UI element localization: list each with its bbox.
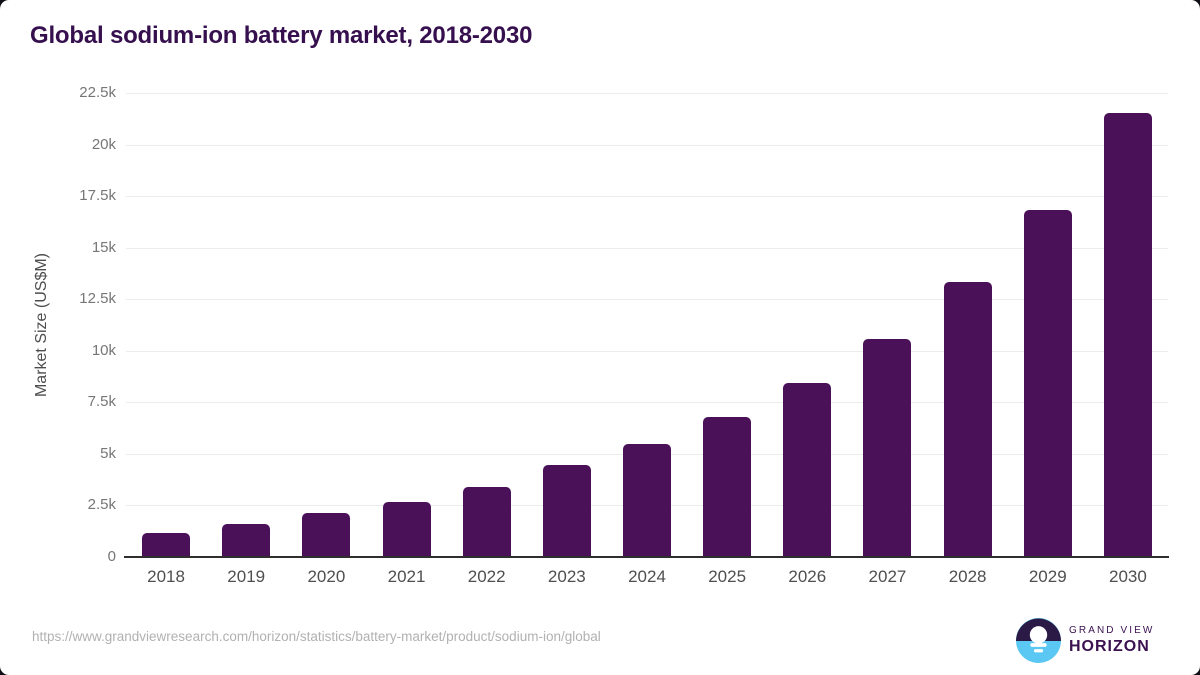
bar-2020[interactable] <box>302 512 351 557</box>
gridline-10k <box>126 351 1168 352</box>
gridline-20k <box>126 145 1168 146</box>
y-tick-label-0: 0 <box>107 548 116 565</box>
bar-2025[interactable] <box>703 416 752 557</box>
x-tick-label-2028: 2028 <box>948 567 987 586</box>
y-tick-label-17.5k: 17.5k <box>79 187 116 205</box>
y-axis-title: Market Size (US$M) <box>33 252 50 398</box>
logo-grand-view-label: GRAND VIEW <box>1069 625 1155 636</box>
bar-2023[interactable] <box>542 465 591 557</box>
gridline-7.5k <box>126 402 1168 403</box>
source-url: https://www.grandviewresearch.com/horizo… <box>32 629 601 644</box>
x-tick-label-2027: 2027 <box>868 567 907 586</box>
y-tick-label-22.5k: 22.5k <box>79 84 116 101</box>
y-tick-label-5k: 5k <box>100 444 116 462</box>
gridline-15k <box>126 248 1168 249</box>
page-title: Global sodium-ion battery market, 2018-2… <box>30 22 533 49</box>
gridline-17.5k <box>126 196 1168 197</box>
brand-logo: GRAND VIEW HORIZON <box>1016 618 1154 663</box>
x-tick-label-2029: 2029 <box>1028 567 1067 586</box>
y-tick-label-20k: 20k <box>91 135 116 153</box>
y-tick-label-15k: 15k <box>91 238 116 256</box>
y-tick-label-7.5k: 7.5k <box>87 393 116 411</box>
x-tick-label-2025: 2025 <box>708 567 747 586</box>
bar-2029[interactable] <box>1023 209 1072 557</box>
x-tick-label-2030: 2030 <box>1109 567 1147 586</box>
bar-2021[interactable] <box>382 502 431 557</box>
bar-2024[interactable] <box>623 443 671 557</box>
bar-2019[interactable] <box>222 524 271 557</box>
bar-2028[interactable] <box>943 281 992 557</box>
x-tick-label-2018: 2018 <box>147 567 185 586</box>
gridline-12.5k <box>126 299 1168 300</box>
bar-2022[interactable] <box>462 486 511 557</box>
x-axis-line <box>124 556 1169 558</box>
x-tick-label-2024: 2024 <box>628 567 666 586</box>
y-tick-label-10k: 10k <box>91 341 116 359</box>
bar-2018[interactable] <box>142 533 191 557</box>
bar-2030[interactable] <box>1103 112 1152 557</box>
y-tick-label-2.5k: 2.5k <box>87 496 116 514</box>
logo-horizon-label: HORIZON <box>1069 638 1150 655</box>
bar-2026[interactable] <box>783 382 832 557</box>
x-tick-label-2022: 2022 <box>467 567 506 586</box>
x-tick-label-2026: 2026 <box>788 567 827 586</box>
x-tick-label-2019: 2019 <box>227 567 266 586</box>
brand-logo-text: GRAND VIEW HORIZON <box>1069 625 1154 656</box>
x-tick-label-2020: 2020 <box>307 567 346 586</box>
y-tick-label-12.5k: 12.5k <box>79 290 116 308</box>
x-tick-label-2021: 2021 <box>387 567 426 586</box>
x-tick-label-2023: 2023 <box>547 567 586 586</box>
bar-2027[interactable] <box>863 339 912 557</box>
gridline-22.5k <box>126 93 1168 94</box>
horizon-sun-over-water-icon <box>1016 618 1061 663</box>
